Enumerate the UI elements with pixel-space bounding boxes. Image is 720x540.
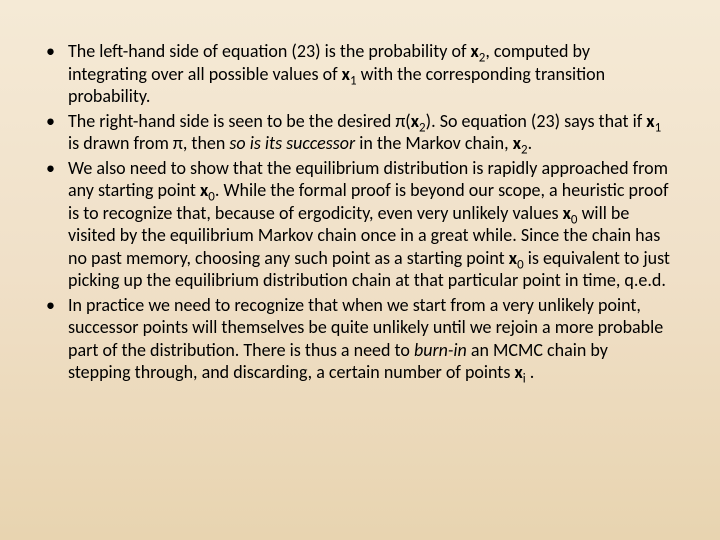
bullet-list: The left-hand side of equation (23) is t… bbox=[40, 40, 670, 386]
text-run: x bbox=[563, 202, 571, 224]
bullet-item: The right-hand side is seen to be the de… bbox=[40, 110, 670, 155]
text-run: is drawn from π, then bbox=[68, 132, 229, 154]
text-run: x bbox=[342, 63, 350, 85]
text-run: . bbox=[528, 132, 533, 154]
text-run: 1 bbox=[350, 73, 357, 88]
text-run: burn-in bbox=[414, 339, 467, 361]
text-run: so is its successor bbox=[229, 132, 355, 154]
text-run: 2 bbox=[521, 143, 528, 158]
text-run: The right-hand side is seen to be the de… bbox=[68, 110, 411, 132]
text-run: x bbox=[471, 40, 479, 62]
text-run: x bbox=[646, 110, 654, 132]
text-run: The left-hand side of equation (23) is t… bbox=[68, 40, 471, 62]
text-run: x bbox=[514, 361, 522, 383]
text-run: . bbox=[526, 361, 535, 383]
text-run: x bbox=[411, 110, 419, 132]
text-run: 1 bbox=[655, 120, 662, 135]
text-run: ). So equation (23) says that if bbox=[426, 110, 647, 132]
bullet-item: In practice we need to recognize that wh… bbox=[40, 294, 670, 384]
bullet-item: We also need to show that the equilibriu… bbox=[40, 157, 670, 292]
text-run: x bbox=[509, 247, 517, 269]
slide: The left-hand side of equation (23) is t… bbox=[0, 0, 720, 540]
bullet-item: The left-hand side of equation (23) is t… bbox=[40, 40, 670, 108]
text-run: x bbox=[513, 132, 521, 154]
text-run: in the Markov chain, bbox=[355, 132, 513, 154]
